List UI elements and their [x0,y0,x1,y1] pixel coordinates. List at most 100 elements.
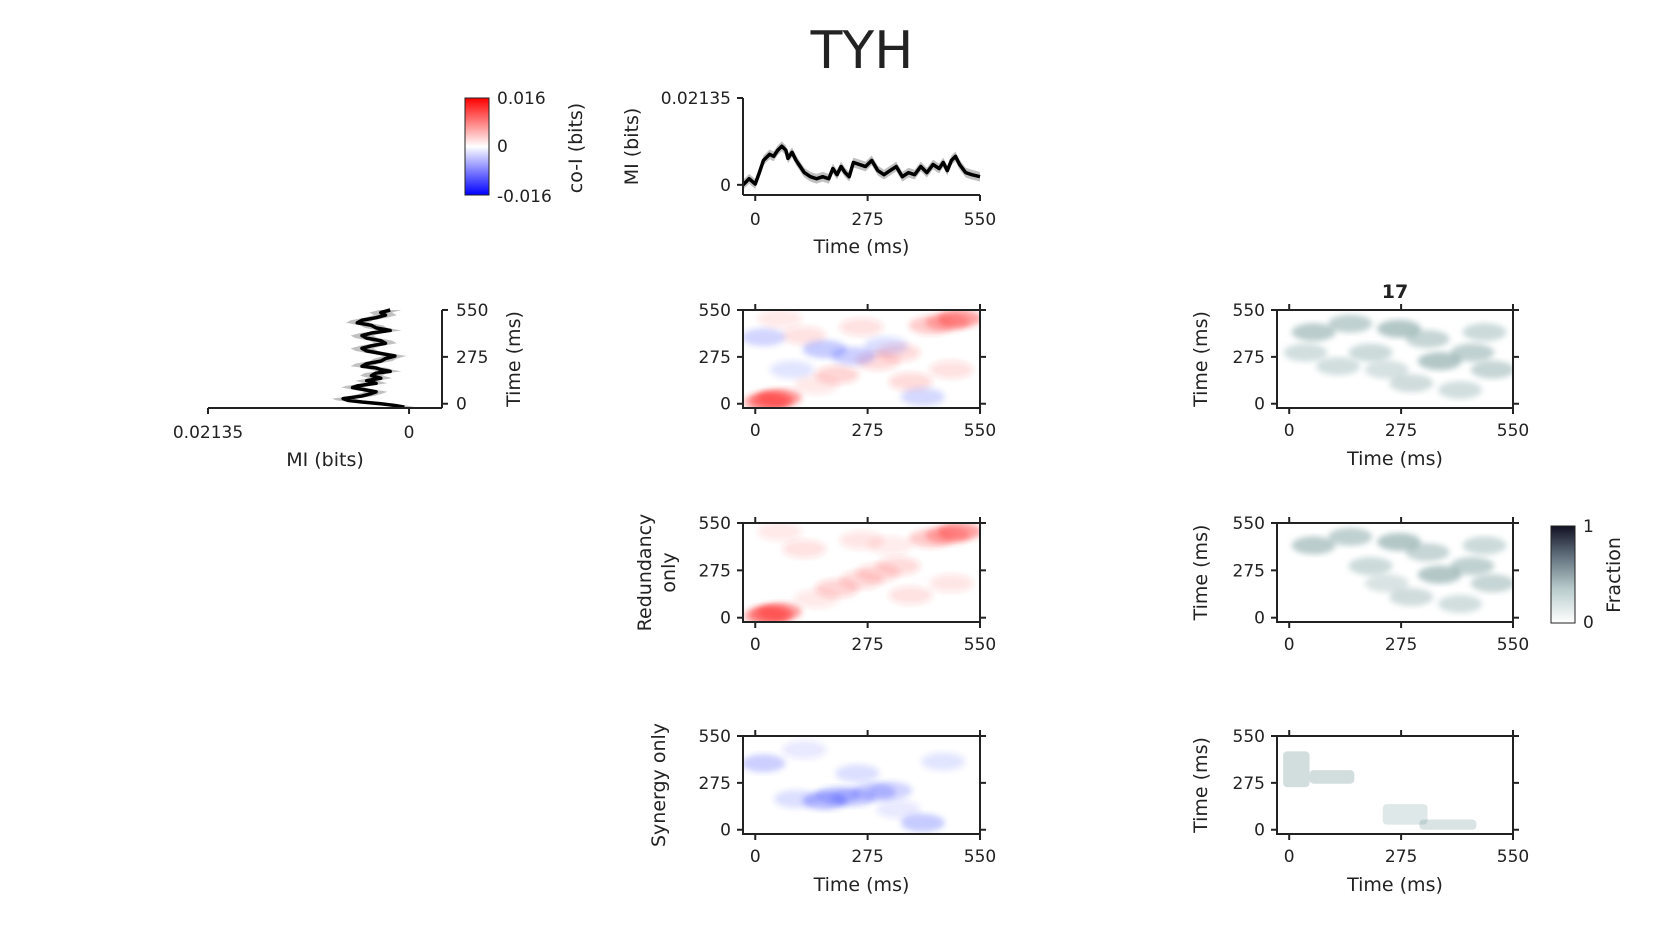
heatmap-blob [757,310,802,328]
y-axis-label: Time (ms) [1190,525,1212,622]
y-tick-label: 550 [1233,301,1265,321]
x-tick-label: 275 [1385,635,1417,655]
heatmap-blob [888,586,933,605]
panel-mi_top: 0 275 550 0 0.02135 Time (ms) MI (bits) [621,89,996,258]
heatmap-background [1277,736,1513,834]
coi-colorbar-max: 0.016 [497,89,546,109]
axes-frame [1276,522,1514,623]
heatmap-blob [757,523,802,541]
heatmap-cells [1291,527,1513,613]
axes-frame [742,309,981,409]
heatmap-blob [782,539,827,558]
heatmap-blob [1462,323,1507,342]
y-axis-label-line: Redundancy [634,514,656,632]
y-tick-label: 0 [720,395,731,415]
heatmap-blob [908,529,953,548]
x-tick-label: 0 [1284,635,1295,655]
y-tick-label: 0 [720,176,731,196]
y-axis-label: Time (ms) [1190,311,1212,408]
heatmap-blob [900,813,945,832]
heatmap-blob [864,336,909,355]
heatmap-blob [1450,557,1495,576]
heatmap-blob [921,752,966,771]
heatmap-blob [900,387,945,406]
x-tick-label: 0 [1284,847,1295,867]
y-tick-label: 0 [456,395,467,415]
heatmap-blob [888,372,933,391]
x-axis-label: Time (ms) [813,874,910,896]
heatmap-blob [1438,381,1483,400]
heatmap-blob [1291,323,1336,342]
y-axis-label: MI (bits) [621,108,643,186]
heatmap-blob [774,790,819,809]
heatmap-blob [868,781,913,800]
heatmap-blob [929,574,974,593]
heatmap-blob [1377,319,1422,338]
y-tick-label: 0 [1254,395,1265,415]
heatmap-blob [839,318,884,337]
x-tick-label: 550 [1497,421,1529,441]
y-tick-label: 0 [1254,821,1265,841]
x-axis-label: Time (ms) [1346,874,1443,896]
panel-mi_left: 0.02135 0 0 275 550 MI (bits) Time (ms) [173,301,525,471]
panel-title: 17 [1382,281,1408,303]
y-tick-label: 550 [1233,727,1265,747]
heatmap-blob [743,606,788,622]
heatmap-cells [743,523,980,622]
heatmap-blob [1364,574,1409,593]
y-tick-label: 275 [1233,774,1265,794]
y-axis-label: Time (ms) [1190,737,1212,834]
x-tick-label: 550 [964,847,996,867]
x-tick-label: 550 [964,635,996,655]
y-tick-label: 275 [1233,561,1265,581]
x-tick-label: 275 [851,635,883,655]
heatmap-blob [1283,343,1328,362]
y-tick-label: 275 [456,348,488,368]
y-tick-label: 0 [720,821,731,841]
x-axis-label: MI (bits) [286,449,364,471]
y-tick-label: 275 [1233,348,1265,368]
series-line [741,144,981,187]
y-axis-label-line: only [658,552,680,592]
heatmap-blob [1417,352,1462,371]
x-tick-label: 0 [404,423,415,443]
x-tick-label: 275 [851,847,883,867]
y-tick-label: 275 [699,348,731,368]
fraction-colorbar-min: 0 [1583,613,1594,633]
coi-colorbar-min: -0.016 [497,187,552,207]
x-tick-label: 275 [1385,421,1417,441]
heatmap-blob [1364,360,1409,379]
heatmap-blob [794,375,839,394]
heatmap-cells [1283,751,1477,830]
x-tick-label: 275 [851,210,883,230]
heatmap-blob [929,360,974,379]
heatmap-blob [1348,557,1393,576]
heatmap-blob [1348,343,1393,362]
heatmap-blob [1316,357,1361,376]
heatmap-region [1382,804,1428,825]
heatmap-blob [1328,314,1373,333]
heatmap-blob [1389,374,1434,393]
heatmap-blob [770,360,815,379]
y-axis-label: Time (ms) [503,311,525,408]
heatmap-cells [743,310,980,408]
panel-coi_synergy: 0 275 550 0 275 550 Time (ms) Synergy only [648,723,996,896]
fraction-colorbar: 1 0 Fraction [1550,517,1625,633]
heatmap-blob [876,800,921,819]
figure-title: TYH [810,21,914,81]
y-axis-label: Redundancy only [634,514,680,632]
coi-colorbar-label: co-I (bits) [565,103,587,193]
y-tick-label: 550 [1233,514,1265,534]
x-axis-label: Time (ms) [813,236,910,258]
y-tick-label: 550 [456,301,488,321]
heatmap-blob [1450,343,1495,362]
heatmap-blob [743,754,786,773]
x-tick-label: 0 [750,421,761,441]
x-tick-label: 0.02135 [173,423,243,443]
y-tick-label: 275 [699,561,731,581]
y-axis-label: Synergy only [648,723,670,847]
y-tick-label: 275 [699,774,731,794]
heatmap-blob [743,328,786,347]
y-tick-label: 0 [1254,609,1265,629]
heatmap-blob [1377,532,1422,551]
